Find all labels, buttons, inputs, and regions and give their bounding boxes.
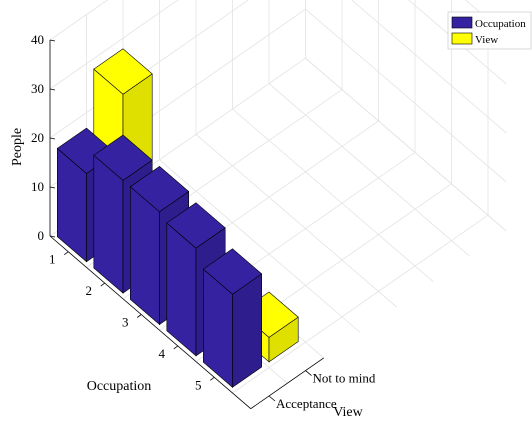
z-tick-label: 10 [31, 179, 44, 194]
bar-top-face [129, 166, 190, 213]
grid-line [49, 0, 250, 139]
x-tick [173, 345, 178, 350]
z-tick-label: 20 [31, 130, 44, 145]
y-axis-label: View [333, 405, 363, 420]
grid-line [351, 0, 507, 134]
grid-line [465, 0, 507, 36]
x-axis-label: Occupation [87, 379, 152, 394]
x-tick [64, 251, 69, 256]
x-tick-label: 5 [195, 377, 202, 392]
legend: Occupation View [447, 11, 532, 50]
legend-label-view: View [475, 34, 498, 46]
grid-line [49, 0, 179, 90]
bar-top-face [166, 202, 226, 249]
legend-swatch-view [451, 32, 473, 45]
grid-line [305, 57, 507, 232]
axis-labels: People Occupation View 0 10 20 30 40 1 2 3 4 5 Acc… [10, 32, 376, 420]
z-tick [49, 39, 56, 42]
y-tick [268, 395, 276, 402]
bars [56, 48, 299, 388]
x-tick [137, 314, 142, 318]
x-tick [100, 282, 105, 287]
bar [202, 248, 263, 388]
x-tick-label: 4 [159, 346, 166, 361]
grid-line [305, 8, 507, 183]
grid-line [232, 214, 489, 394]
z-tick [49, 235, 56, 238]
grid-line [408, 0, 507, 85]
grid-line [232, 108, 434, 283]
x-tick-label: 3 [122, 315, 129, 330]
z-tick [49, 88, 56, 91]
bar-top-face [93, 48, 153, 95]
y-tick-label: Not to mind [313, 371, 376, 386]
legend-label-occupation: Occupation [475, 18, 526, 30]
x-axis-line [49, 235, 252, 410]
y-axis-line [250, 357, 324, 410]
grid-line [159, 159, 361, 333]
y-tick-label: Acceptance [276, 396, 337, 411]
legend-swatch-occupation [451, 16, 473, 29]
grid-line [195, 134, 398, 308]
x-tick-label: 1 [49, 252, 56, 267]
grid-line [49, 0, 109, 41]
x-tick-label: 2 [86, 283, 93, 298]
z-tick [49, 137, 56, 140]
x-tick [210, 376, 215, 381]
z-tick-label: 0 [38, 228, 45, 243]
bar-top-face [93, 134, 153, 181]
z-tick-label: 30 [31, 81, 44, 96]
bar-top-face [202, 248, 263, 295]
z-axis-label: People [10, 128, 25, 166]
y-tick [305, 370, 312, 376]
z-tick [49, 186, 56, 189]
grid-line [268, 83, 471, 257]
z-tick-label: 40 [31, 32, 44, 47]
